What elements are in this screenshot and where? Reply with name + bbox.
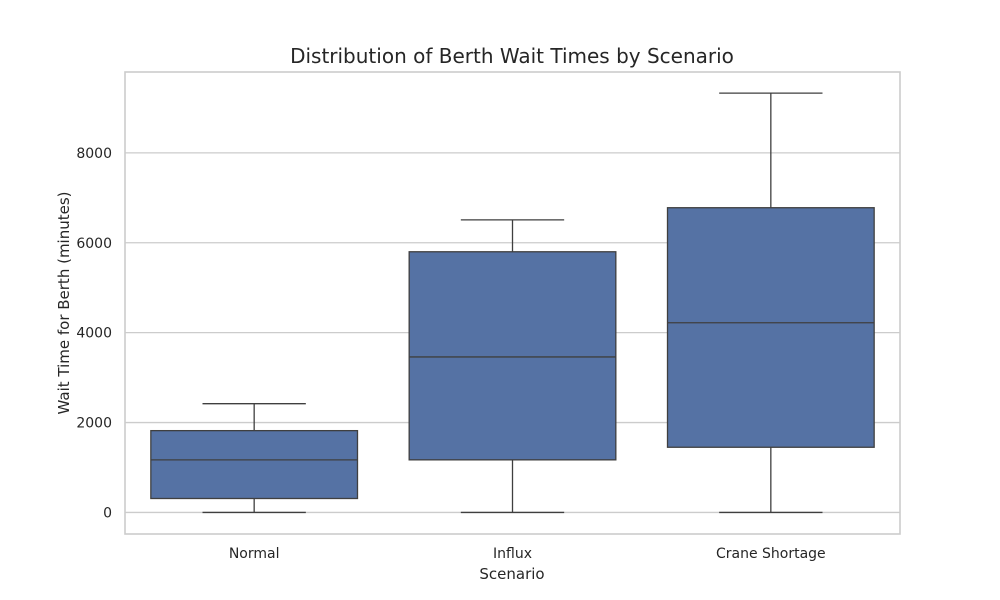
box-influx	[408, 219, 617, 514]
y-tick-label-2000: 2000	[76, 416, 112, 432]
x-axis-label: Scenario	[479, 565, 544, 583]
x-tick-labels: Normal Influx Crane Shortage	[229, 546, 826, 562]
iqr-box	[150, 429, 359, 500]
iqr-box	[408, 251, 617, 461]
boxes	[150, 92, 875, 514]
plot-frame	[124, 71, 901, 535]
box-crane-shortage	[666, 92, 875, 514]
x-tick-label-normal: Normal	[229, 546, 280, 562]
chart-title: Distribution of Berth Wait Times by Scen…	[290, 44, 734, 68]
y-tick-label-8000: 8000	[76, 146, 112, 162]
iqr-box	[666, 207, 875, 448]
y-tick-label-0: 0	[103, 505, 112, 521]
y-axis-label: Wait Time for Berth (minutes)	[55, 191, 73, 414]
y-tick-label-4000: 4000	[76, 326, 112, 342]
x-tick-label-influx: Influx	[493, 546, 532, 562]
y-tick-label-6000: 6000	[76, 236, 112, 252]
box-normal	[150, 403, 359, 514]
y-tick-labels: 0 2000 4000 6000 8000	[76, 146, 112, 522]
x-tick-label-crane-shortage: Crane Shortage	[716, 546, 826, 562]
